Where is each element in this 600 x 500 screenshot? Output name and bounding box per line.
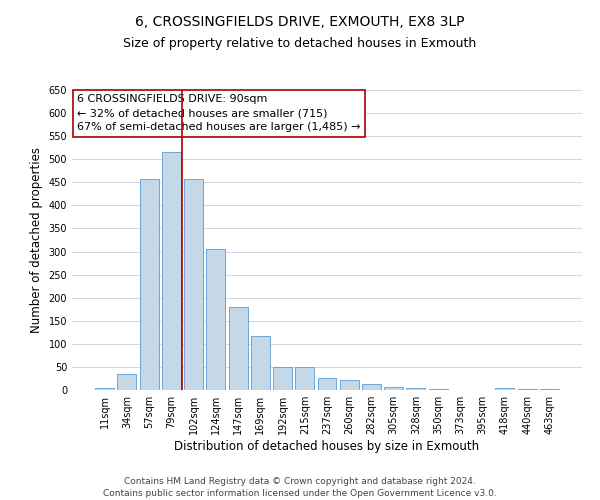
Bar <box>229 307 248 390</box>
Bar <box>340 380 359 390</box>
Bar <box>273 367 292 390</box>
Bar <box>317 378 337 390</box>
Bar <box>384 387 403 390</box>
Bar <box>95 388 114 390</box>
Bar <box>251 336 270 390</box>
Bar <box>362 384 381 390</box>
Bar <box>518 388 536 390</box>
Bar <box>496 388 514 390</box>
Bar <box>140 178 158 390</box>
Bar <box>118 374 136 390</box>
Text: 6, CROSSINGFIELDS DRIVE, EXMOUTH, EX8 3LP: 6, CROSSINGFIELDS DRIVE, EXMOUTH, EX8 3L… <box>135 15 465 29</box>
Bar <box>429 389 448 390</box>
Text: 6 CROSSINGFIELDS DRIVE: 90sqm
← 32% of detached houses are smaller (715)
67% of : 6 CROSSINGFIELDS DRIVE: 90sqm ← 32% of d… <box>77 94 361 132</box>
Bar <box>540 389 559 390</box>
Bar <box>295 367 314 390</box>
Text: Size of property relative to detached houses in Exmouth: Size of property relative to detached ho… <box>124 38 476 51</box>
Y-axis label: Number of detached properties: Number of detached properties <box>30 147 43 333</box>
Bar <box>184 178 203 390</box>
Bar <box>406 388 425 390</box>
Bar <box>162 152 181 390</box>
Text: Contains HM Land Registry data © Crown copyright and database right 2024.
Contai: Contains HM Land Registry data © Crown c… <box>103 476 497 498</box>
X-axis label: Distribution of detached houses by size in Exmouth: Distribution of detached houses by size … <box>175 440 479 453</box>
Bar <box>206 249 225 390</box>
